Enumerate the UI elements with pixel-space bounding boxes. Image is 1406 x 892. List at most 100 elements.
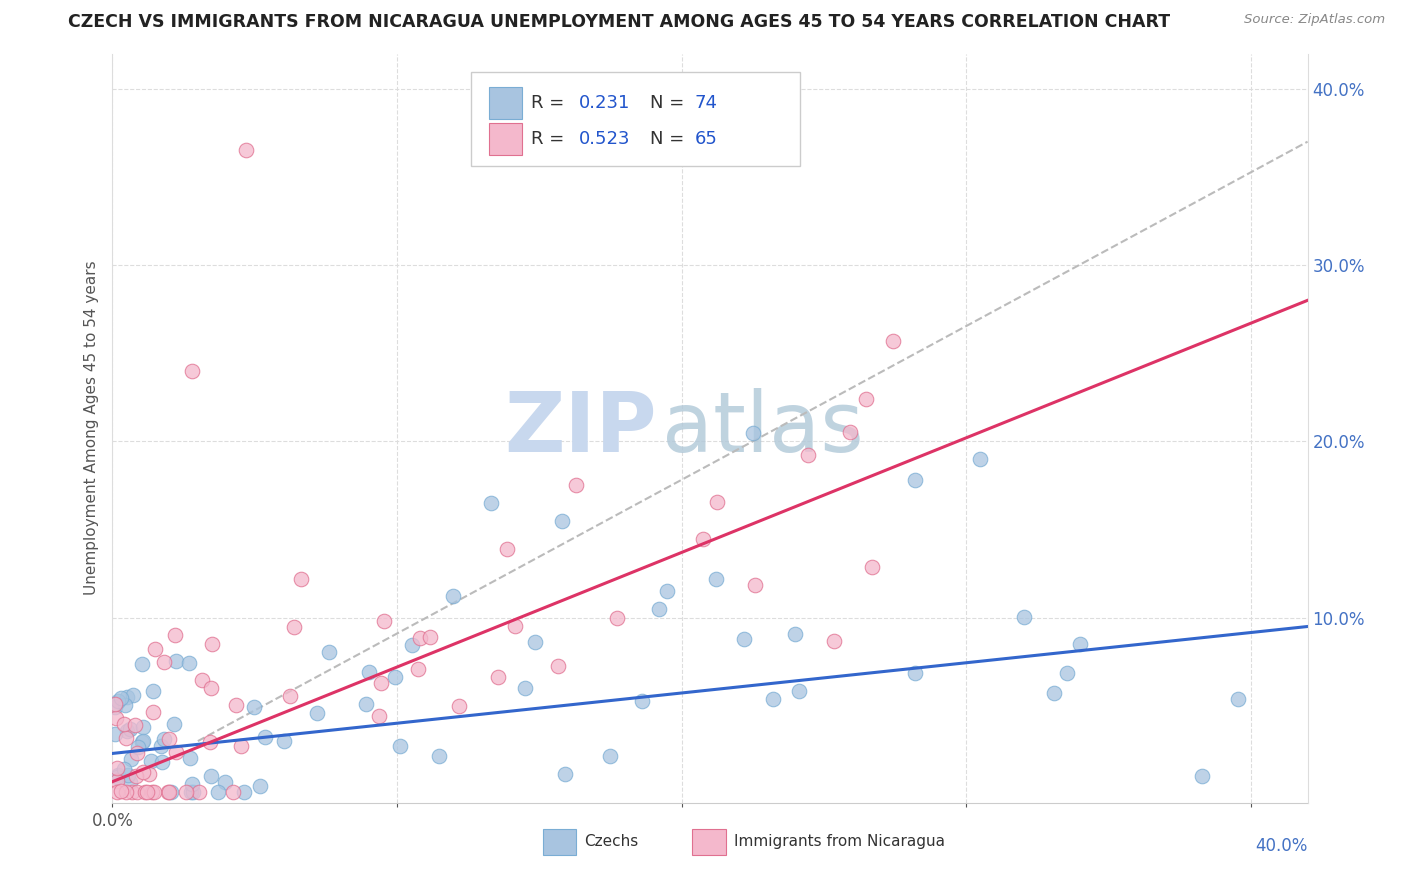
Point <box>165 745 187 759</box>
Text: 0.231: 0.231 <box>579 94 630 112</box>
Point <box>104 697 127 711</box>
Text: 40.0%: 40.0% <box>1256 837 1308 855</box>
Point <box>118 722 141 736</box>
Point <box>903 665 925 680</box>
Point <box>110 784 132 798</box>
Point <box>1042 686 1064 700</box>
Point <box>231 739 253 753</box>
Point <box>131 657 153 671</box>
Point <box>606 611 628 625</box>
Point <box>143 785 166 799</box>
Point <box>427 748 450 763</box>
Text: Source: ZipAtlas.com: Source: ZipAtlas.com <box>1244 13 1385 27</box>
Point <box>389 739 412 753</box>
Point <box>882 334 904 348</box>
Point <box>222 785 245 799</box>
Point <box>249 779 271 793</box>
Point <box>214 774 236 789</box>
Point <box>232 785 254 799</box>
Point <box>138 766 160 780</box>
Text: R =: R = <box>531 130 569 148</box>
Point <box>142 705 165 719</box>
Point <box>486 670 509 684</box>
Point <box>290 572 312 586</box>
Point <box>547 658 569 673</box>
Point <box>704 572 727 586</box>
Point <box>153 732 176 747</box>
Point <box>318 644 340 658</box>
Point <box>188 785 211 799</box>
Point <box>692 533 714 547</box>
Point <box>132 764 155 779</box>
FancyBboxPatch shape <box>489 87 523 119</box>
Point <box>179 750 201 764</box>
Point <box>744 578 766 592</box>
Point <box>143 641 166 656</box>
Point <box>157 732 180 747</box>
Point <box>160 785 183 799</box>
Point <box>114 698 136 712</box>
Point <box>409 631 432 645</box>
Point <box>496 542 519 557</box>
Point <box>855 392 877 407</box>
Point <box>191 673 214 687</box>
Point <box>115 723 138 738</box>
Text: 65: 65 <box>695 130 717 148</box>
Point <box>149 739 172 754</box>
Point <box>370 676 392 690</box>
Point <box>181 777 204 791</box>
Point <box>253 730 276 744</box>
Point <box>904 473 927 487</box>
Point <box>107 694 129 708</box>
Point <box>118 775 141 789</box>
Point <box>200 735 222 749</box>
Point <box>1069 637 1091 651</box>
Point <box>273 733 295 747</box>
Point <box>373 614 395 628</box>
Point <box>136 785 159 799</box>
Point <box>860 560 883 574</box>
Point <box>406 662 429 676</box>
Point <box>523 635 546 649</box>
Point <box>384 669 406 683</box>
FancyBboxPatch shape <box>543 829 576 855</box>
Point <box>242 700 264 714</box>
Point <box>278 689 301 703</box>
Point <box>200 681 222 695</box>
Point <box>181 785 204 799</box>
Point <box>110 690 132 705</box>
Point <box>513 681 536 695</box>
Point <box>785 627 807 641</box>
Point <box>762 691 785 706</box>
Point <box>201 637 224 651</box>
Point <box>447 698 470 713</box>
FancyBboxPatch shape <box>471 72 800 166</box>
Point <box>105 785 128 799</box>
Point <box>235 144 257 158</box>
Point <box>554 767 576 781</box>
Text: Czechs: Czechs <box>585 834 638 849</box>
Point <box>174 785 197 799</box>
Point <box>1191 769 1213 783</box>
Point <box>132 734 155 748</box>
Point <box>150 755 173 769</box>
Point <box>157 785 180 799</box>
Text: N =: N = <box>650 130 690 148</box>
Point <box>839 425 862 439</box>
Text: ZIP: ZIP <box>503 388 657 468</box>
Point <box>551 514 574 528</box>
Text: 74: 74 <box>695 94 717 112</box>
Point <box>969 452 991 467</box>
Point <box>105 760 128 774</box>
Point <box>127 739 149 754</box>
Point <box>141 785 163 799</box>
Point <box>132 720 155 734</box>
Point <box>368 708 391 723</box>
Point <box>479 496 502 510</box>
Point <box>657 144 679 158</box>
Text: CZECH VS IMMIGRANTS FROM NICARAGUA UNEMPLOYMENT AMONG AGES 45 TO 54 YEARS CORREL: CZECH VS IMMIGRANTS FROM NICARAGUA UNEMP… <box>67 13 1170 31</box>
Point <box>599 749 621 764</box>
Point <box>152 655 174 669</box>
Point <box>104 699 127 714</box>
Point <box>121 752 143 766</box>
